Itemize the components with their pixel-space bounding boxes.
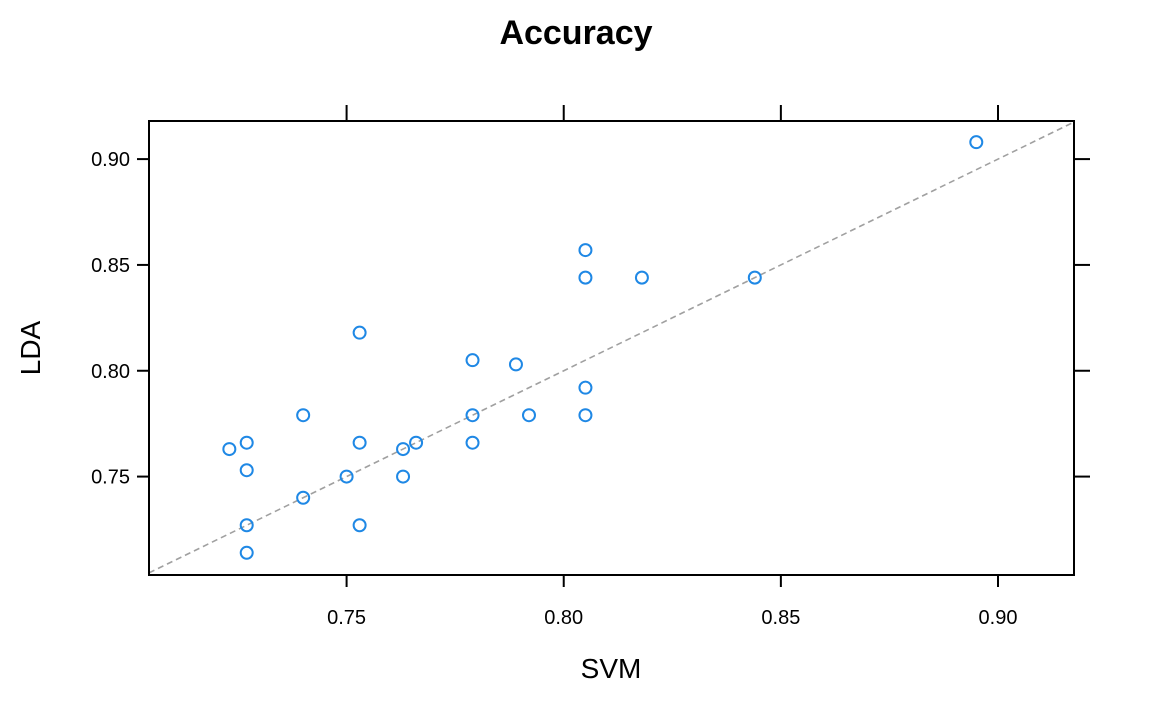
data-point (352, 518, 367, 533)
reference-line-layer (148, 121, 1075, 574)
data-point (352, 325, 367, 340)
data-point (409, 435, 424, 450)
x-tick-label: 0.90 (979, 607, 1018, 629)
data-point (239, 463, 254, 478)
data-point (396, 442, 411, 457)
data-point (578, 270, 593, 285)
data-point (465, 435, 480, 450)
y-tick-label: 0.75 (91, 467, 130, 489)
plot-frame (148, 120, 1075, 576)
points-layer (222, 135, 984, 560)
x-axis-label: SVM (581, 653, 642, 684)
data-point (465, 353, 480, 368)
data-point (521, 408, 536, 423)
data-point (465, 408, 480, 423)
data-point (396, 469, 411, 484)
data-point (339, 469, 354, 484)
x-tick-label: 0.75 (327, 607, 366, 629)
data-point (747, 270, 762, 285)
data-point (352, 435, 367, 450)
data-point (578, 243, 593, 258)
y-tick-label: 0.90 (91, 149, 130, 171)
data-point (296, 408, 311, 423)
data-point (222, 442, 237, 457)
data-point (508, 357, 523, 372)
data-point (239, 435, 254, 450)
x-axis: 0.75 0.80 0.85 0.90 (327, 105, 1017, 629)
chart-title: Accuracy (499, 14, 652, 52)
y-tick-label: 0.85 (91, 255, 130, 277)
data-point (296, 490, 311, 505)
x-tick-label: 0.85 (761, 607, 800, 629)
x-tick-label: 0.80 (544, 607, 583, 629)
data-point (578, 380, 593, 395)
data-point (634, 270, 649, 285)
y-axis-label: LDA (15, 320, 46, 375)
y-axis: 0.75 0.80 0.85 0.90 (91, 149, 1090, 489)
data-point (239, 545, 254, 560)
y-tick-label: 0.80 (91, 361, 130, 383)
data-point (969, 135, 984, 150)
data-point (239, 518, 254, 533)
data-point (578, 408, 593, 423)
reference-line (148, 121, 1075, 574)
